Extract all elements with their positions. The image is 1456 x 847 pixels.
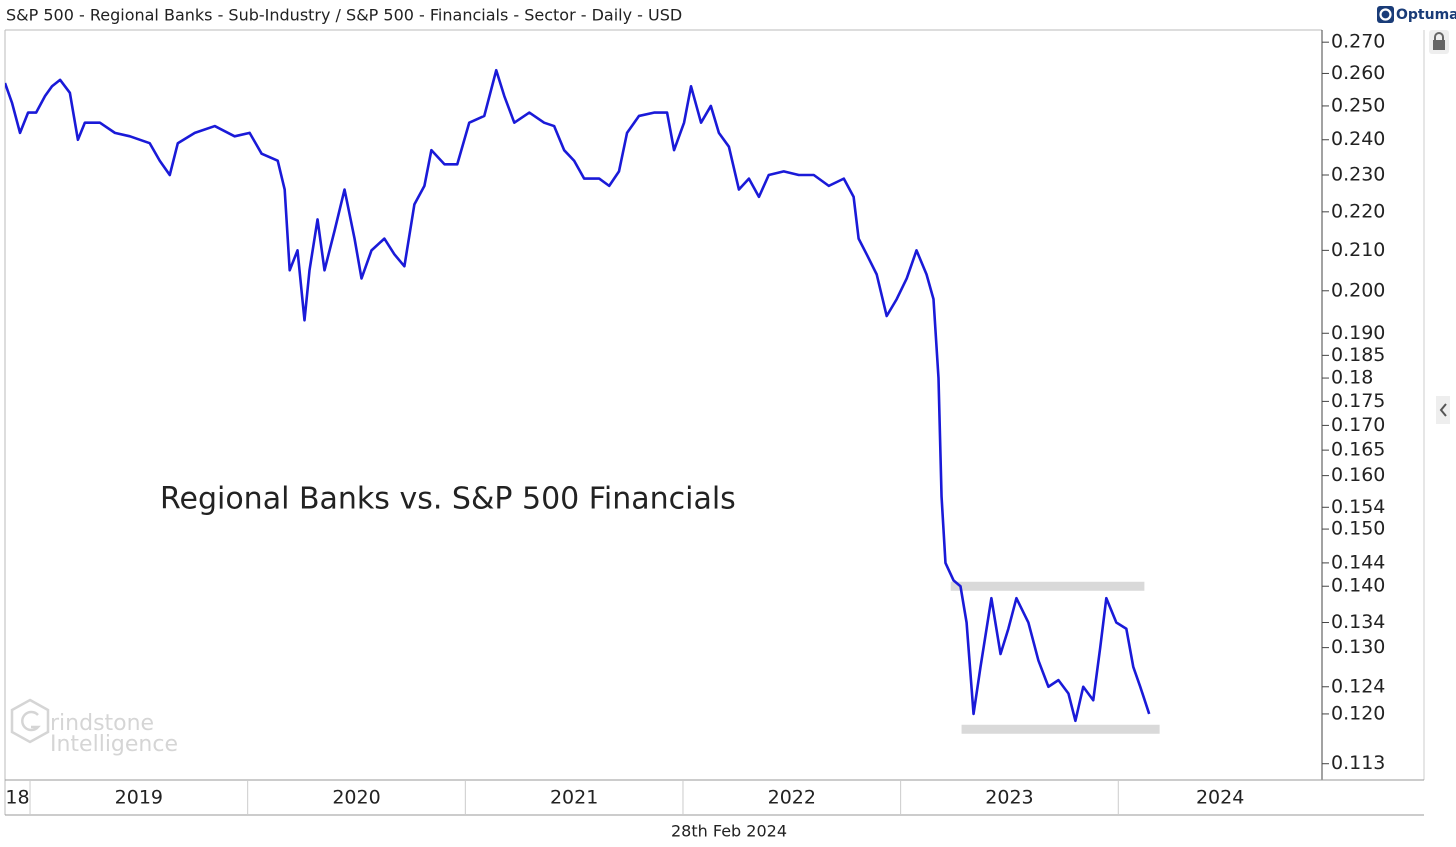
x-tick-label: 18 bbox=[5, 787, 29, 809]
y-tick-label: 0.190 bbox=[1331, 322, 1385, 344]
y-tick-label: 0.144 bbox=[1331, 551, 1385, 573]
x-tick-label: 2021 bbox=[550, 787, 598, 809]
watermark: rindstone Intelligence bbox=[10, 698, 178, 757]
y-tick-label: 0.124 bbox=[1331, 675, 1385, 697]
y-tick-label: 0.18 bbox=[1331, 367, 1373, 389]
price-line bbox=[5, 68, 1151, 723]
chart-title: S&P 500 - Regional Banks - Sub-Industry … bbox=[6, 6, 682, 25]
plot-area bbox=[5, 68, 1160, 734]
y-tick-label: 0.134 bbox=[1331, 611, 1385, 633]
x-tick-label: 2020 bbox=[332, 787, 380, 809]
y-tick-label: 0.220 bbox=[1331, 200, 1385, 222]
collapse-button[interactable] bbox=[1436, 396, 1450, 424]
lock-shackle bbox=[1434, 32, 1444, 40]
y-tick-label: 0.270 bbox=[1331, 31, 1385, 53]
watermark-logo bbox=[10, 698, 50, 744]
x-tick-label: 2023 bbox=[985, 787, 1033, 809]
x-tick-label: 2024 bbox=[1196, 787, 1244, 809]
y-tick-label: 0.165 bbox=[1331, 439, 1385, 461]
watermark-logo-g bbox=[21, 710, 41, 732]
axes: 0.270 0.260 0.250 0.240 0.230 0.220 0.210 0.200… bbox=[5, 31, 1385, 815]
y-tick-label: 0.154 bbox=[1331, 496, 1385, 518]
y-tick-label: 0.113 bbox=[1331, 752, 1385, 774]
logo: Optuma bbox=[1377, 6, 1456, 23]
y-tick-label: 0.250 bbox=[1331, 94, 1385, 116]
x-tick-label: 2019 bbox=[115, 787, 163, 809]
watermark-text: Intelligence bbox=[50, 732, 178, 757]
y-tick-label: 0.170 bbox=[1331, 414, 1385, 436]
y-tick-label: 0.240 bbox=[1331, 128, 1385, 150]
y-tick-label: 0.150 bbox=[1331, 518, 1385, 540]
x-tick-label: 2022 bbox=[768, 787, 816, 809]
date-label: 28th Feb 2024 bbox=[671, 822, 787, 841]
watermark-text: rindstone bbox=[50, 711, 154, 736]
logo-icon-ring bbox=[1379, 8, 1392, 21]
y-tick-label: 0.140 bbox=[1331, 575, 1385, 597]
side-panel bbox=[1423, 30, 1450, 780]
y-tick-label: 0.230 bbox=[1331, 164, 1385, 186]
y-tick-label: 0.120 bbox=[1331, 702, 1385, 724]
collapse-icon bbox=[1439, 403, 1447, 417]
y-tick-label: 0.185 bbox=[1331, 344, 1385, 366]
y-tick-label: 0.160 bbox=[1331, 464, 1385, 486]
y-tick-label: 0.130 bbox=[1331, 636, 1385, 658]
y-tick-label: 0.175 bbox=[1331, 390, 1385, 412]
y-tick-label: 0.260 bbox=[1331, 62, 1385, 84]
logo-text: Optuma bbox=[1396, 7, 1456, 23]
annotation: Regional Banks vs. S&P 500 Financials bbox=[160, 482, 736, 517]
y-tick-label: 0.200 bbox=[1331, 279, 1385, 301]
lock-icon bbox=[1433, 40, 1445, 50]
y-tick-label: 0.210 bbox=[1331, 239, 1385, 261]
